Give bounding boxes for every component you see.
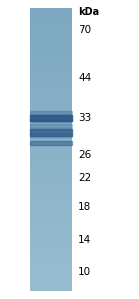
Text: 44: 44 [78,73,91,83]
Bar [30,129,72,135]
Text: 10: 10 [78,267,91,277]
Bar [30,112,72,115]
Text: 14: 14 [78,235,91,245]
Bar [30,141,72,145]
Text: 22: 22 [78,173,91,183]
Text: 70: 70 [78,25,91,35]
Bar [30,119,72,122]
Bar [30,115,72,121]
Text: kDa: kDa [78,7,99,17]
Text: 33: 33 [78,113,91,123]
Text: 18: 18 [78,202,91,212]
Text: 26: 26 [78,150,91,160]
Bar [30,124,72,128]
Bar [30,133,72,137]
